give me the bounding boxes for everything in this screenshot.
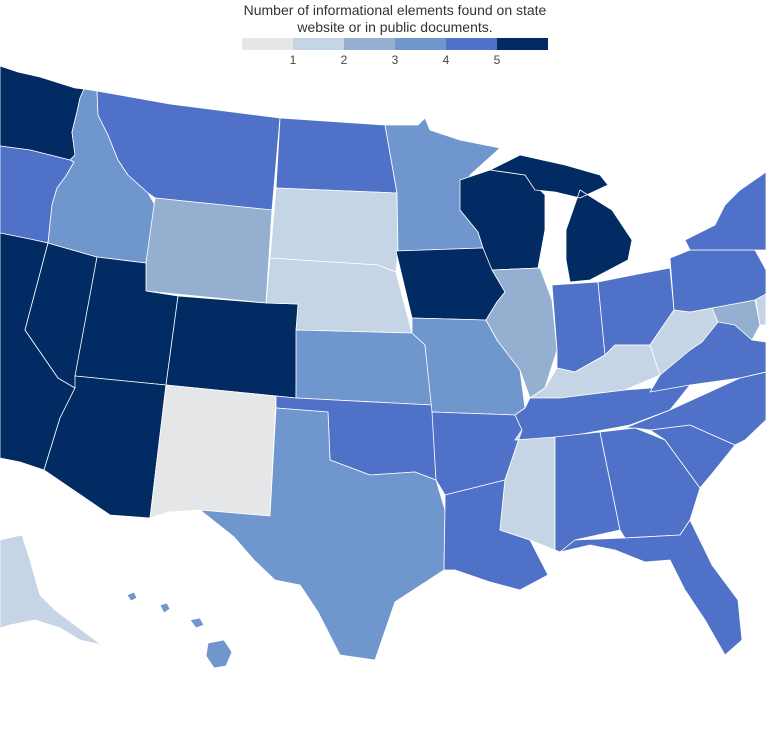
legend-tick-4: 4 [442, 53, 450, 67]
legend-swatch-1 [293, 38, 344, 50]
state-in[interactable] [551, 281, 606, 373]
state-wa[interactable] [0, 65, 85, 161]
legend-swatch-4 [446, 38, 497, 50]
state-mt[interactable] [96, 90, 281, 211]
state-ny[interactable] [684, 171, 766, 251]
state-il[interactable] [485, 267, 558, 399]
legend-tick-1: 1 [289, 53, 297, 67]
state-nc[interactable] [624, 371, 766, 446]
legend-tick-5: 5 [493, 53, 501, 67]
legend-color-scale [242, 38, 548, 50]
legend-swatch-2 [344, 38, 395, 50]
legend-title: Number of informational elements found o… [200, 2, 590, 36]
state-co[interactable] [165, 295, 299, 399]
state-fl[interactable] [559, 519, 743, 656]
legend-tick-3: 3 [391, 53, 399, 67]
legend-title-line-1: Number of informational elements found o… [243, 2, 547, 18]
state-mi[interactable] [489, 154, 633, 283]
legend-title-line-2: website or in public documents. [297, 19, 493, 35]
legend-tick-2: 2 [340, 53, 348, 67]
legend-ticks: 1 2 3 4 5 [242, 53, 548, 67]
state-nd[interactable] [275, 117, 398, 194]
legend-swatch-5 [497, 38, 548, 50]
state-tx[interactable] [199, 407, 446, 661]
state-tn[interactable] [514, 384, 691, 441]
state-hi[interactable] [126, 591, 233, 669]
state-ks[interactable] [295, 329, 433, 406]
state-wy[interactable] [145, 197, 273, 304]
legend-swatch-3 [395, 38, 446, 50]
state-nm[interactable] [149, 384, 277, 519]
state-ak[interactable] [0, 534, 103, 646]
legend-swatch-0 [242, 38, 293, 50]
